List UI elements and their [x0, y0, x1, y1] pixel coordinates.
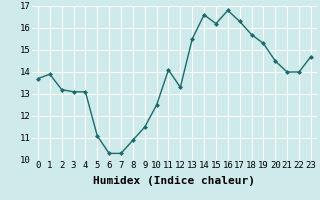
X-axis label: Humidex (Indice chaleur): Humidex (Indice chaleur)	[93, 176, 255, 186]
